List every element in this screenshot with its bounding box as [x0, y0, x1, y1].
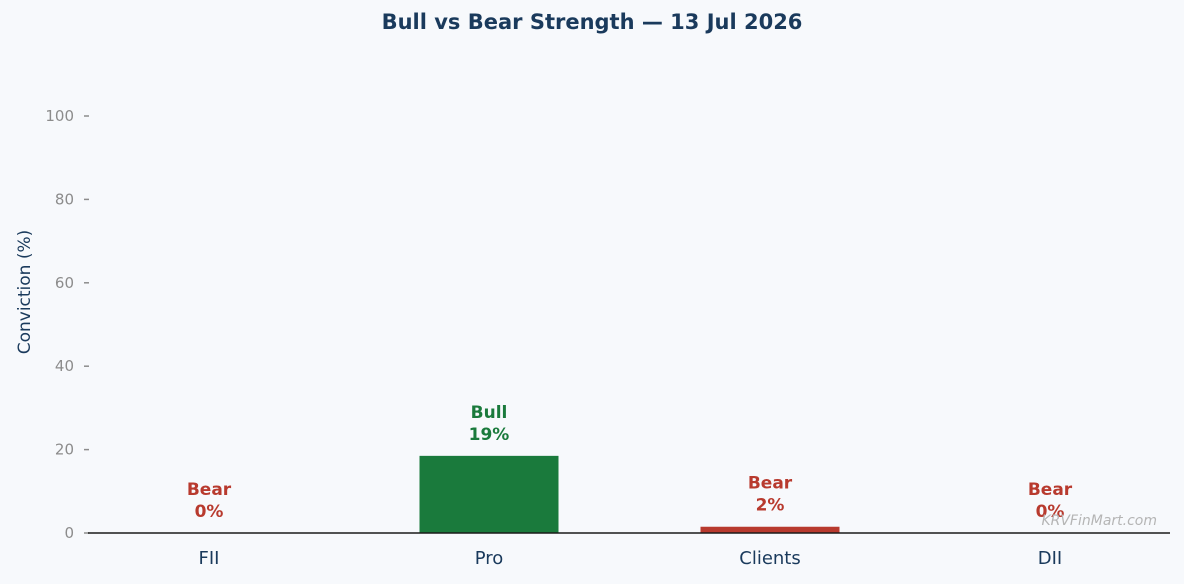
y-tick-label: 100	[45, 107, 74, 125]
y-tick-label: 60	[55, 274, 74, 292]
bar-value-label: 0%	[195, 502, 224, 522]
watermark: KRVFinMart.com	[1041, 513, 1157, 529]
x-tick-label: DII	[1038, 548, 1062, 569]
x-tick-label: FII	[199, 548, 220, 569]
x-axis: FII Pro Clients DII	[88, 532, 1170, 569]
bars	[419, 455, 840, 533]
x-tick-label: Clients	[739, 548, 801, 569]
y-tick-label: 0	[64, 524, 74, 542]
bar-side-label: Bull	[471, 403, 508, 423]
y-axis-label: Conviction (%)	[15, 230, 35, 355]
chart-title: Bull vs Bear Strength — 13 Jul 2026	[381, 10, 803, 34]
bar-value-label: 2%	[756, 496, 785, 516]
bar-clients	[700, 526, 840, 533]
y-tick-label: 20	[55, 441, 74, 459]
y-tick-label: 80	[55, 190, 74, 208]
y-axis: 0 20 40 60 80 100	[45, 107, 89, 542]
bar-pro	[419, 455, 559, 533]
bar-side-label: Bear	[748, 474, 793, 494]
bar-side-label: Bear	[187, 480, 232, 500]
y-tick-label: 40	[55, 357, 74, 375]
bar-value-label: 19%	[469, 425, 510, 445]
bar-side-label: Bear	[1028, 480, 1073, 500]
bar-value-label: 0%	[1036, 502, 1065, 522]
x-tick-label: Pro	[475, 548, 504, 569]
